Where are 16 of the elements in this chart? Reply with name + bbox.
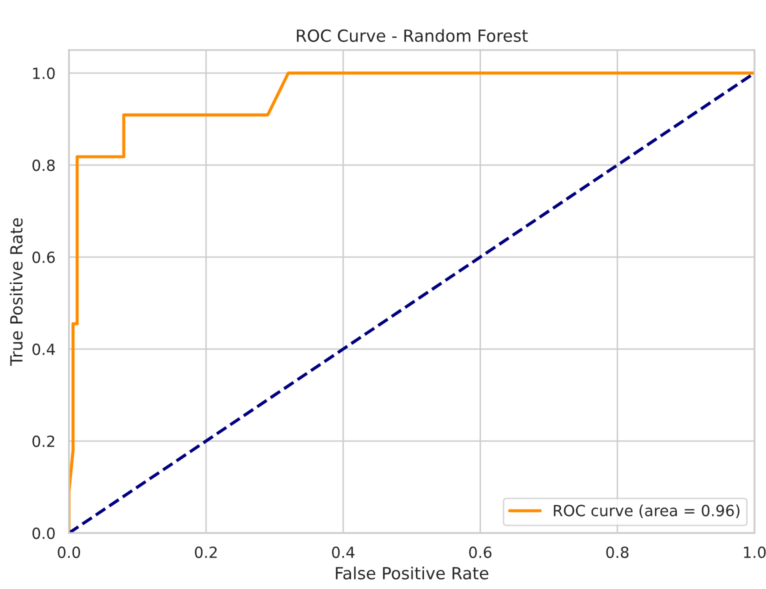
x-tick-label: 0.0 <box>58 546 80 558</box>
x-tick-label: 0.6 <box>469 546 492 558</box>
y-tick-label: 0.2 <box>32 436 54 448</box>
y-tick-label: 0.6 <box>32 252 55 264</box>
y-tick-label: 0.8 <box>32 160 55 172</box>
x-axis-title: False Positive Rate <box>336 566 488 580</box>
legend-label: ROC curve (area = 0.96) <box>554 504 740 518</box>
x-tick-label: 0.2 <box>194 546 217 558</box>
y-tick-label: 0.0 <box>32 528 55 540</box>
x-tick-label: 1.0 <box>744 546 766 558</box>
x-tick-label: 0.8 <box>606 546 628 558</box>
y-axis-title: True Positive Rate <box>10 218 23 366</box>
chart-title: ROC Curve - Random Forest <box>296 29 528 42</box>
y-tick-label: 0.4 <box>32 344 55 356</box>
x-tick-label: 0.4 <box>332 546 354 558</box>
y-tick-label: 1.0 <box>33 68 55 80</box>
